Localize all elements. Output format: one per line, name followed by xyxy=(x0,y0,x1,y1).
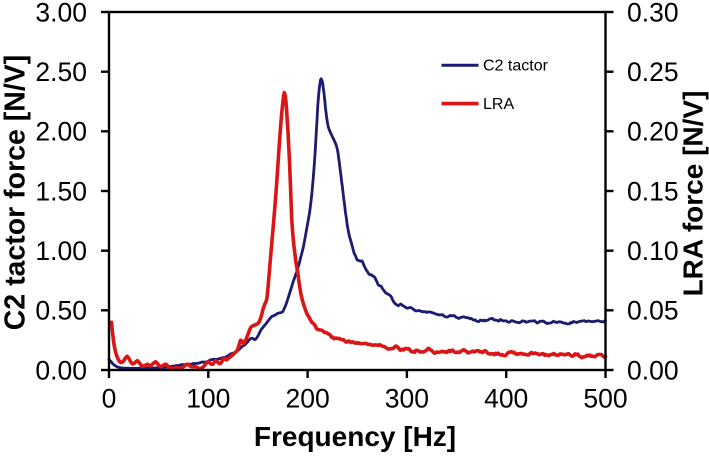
svg-text:C2 tactor force [N/V]: C2 tactor force [N/V] xyxy=(0,55,32,331)
svg-text:LRA: LRA xyxy=(483,96,514,113)
svg-text:0.10: 0.10 xyxy=(627,236,679,266)
svg-text:0.25: 0.25 xyxy=(627,57,679,87)
svg-text:500: 500 xyxy=(583,384,627,414)
svg-text:0.15: 0.15 xyxy=(627,176,679,206)
svg-text:0: 0 xyxy=(102,384,117,414)
svg-text:0.30: 0.30 xyxy=(627,0,679,27)
svg-text:1.00: 1.00 xyxy=(35,236,87,266)
svg-text:0.20: 0.20 xyxy=(627,117,679,147)
svg-text:2.50: 2.50 xyxy=(35,57,87,87)
svg-text:3.00: 3.00 xyxy=(35,0,87,27)
svg-text:200: 200 xyxy=(285,384,329,414)
svg-text:0.05: 0.05 xyxy=(627,296,679,326)
svg-text:0.50: 0.50 xyxy=(35,296,87,326)
svg-text:LRA force [N/V]: LRA force [N/V] xyxy=(678,91,709,297)
svg-text:300: 300 xyxy=(385,384,429,414)
svg-text:400: 400 xyxy=(484,384,528,414)
svg-text:Frequency [Hz]: Frequency [Hz] xyxy=(254,421,456,452)
svg-text:0.00: 0.00 xyxy=(35,355,87,385)
svg-text:2.00: 2.00 xyxy=(35,117,87,147)
svg-text:C2 tactor: C2 tactor xyxy=(483,58,549,75)
svg-text:0.00: 0.00 xyxy=(627,355,679,385)
svg-text:1.50: 1.50 xyxy=(35,176,87,206)
svg-text:100: 100 xyxy=(186,384,230,414)
